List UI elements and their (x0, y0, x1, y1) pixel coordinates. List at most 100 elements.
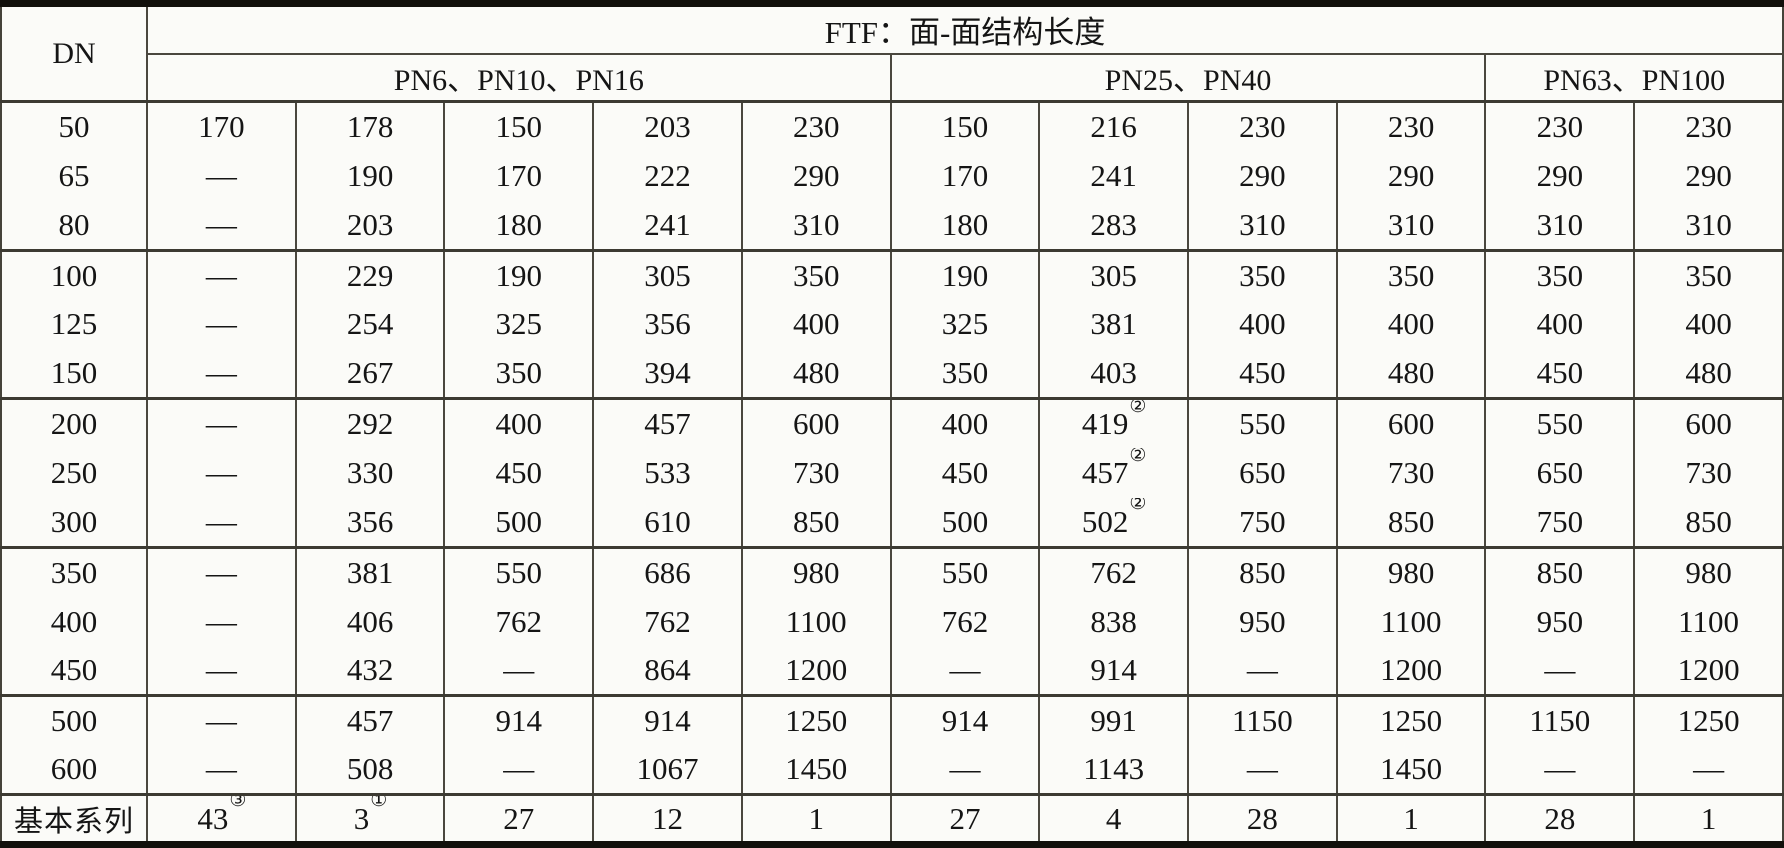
value-cell: 222 (592, 151, 742, 201)
value-cell: 762 (592, 596, 742, 647)
table-row-dn-150: 150—267 350 394 480 350 403 450 480 450 480 (1, 349, 1783, 399)
value-cell: 180 (889, 200, 1040, 251)
value-cell: 838 (1038, 596, 1189, 647)
value-cell: 180 (443, 200, 594, 251)
value-cell: 914 (592, 695, 742, 746)
value-cell: 190 (443, 250, 594, 300)
value-cell: 400 (443, 398, 594, 449)
value-cell: 864 (592, 646, 742, 696)
value-cell: 762 (889, 596, 1040, 647)
dn-cell: 125 (50, 306, 98, 342)
table-row-dn-600: 600—508—1067 1450—1143—1450— — (1, 745, 1783, 795)
value-cell: 170 (443, 151, 594, 201)
table-row-dn-250: 250—330 450 533 730 450 457② 650 730 650 730 (1, 448, 1783, 498)
value-cell: 400 (889, 398, 1040, 449)
value-cell: — (146, 349, 296, 399)
value-cell: 203 (592, 101, 742, 152)
value-cell: 267 (294, 349, 445, 399)
value-cell: 432 (294, 646, 445, 696)
series-value-cell: 1 (1633, 794, 1783, 845)
value-cell: — (889, 646, 1040, 696)
value-cell: 850 (1187, 547, 1337, 597)
value-cell: 600 (740, 398, 891, 449)
table-row-dn-450: 450—432—864 1200—914—1200—1200 (1, 646, 1783, 696)
dn-row-group-1: 50 170 178 150 203 230 150 216 230 230 230 230 65—19… (1, 101, 1783, 251)
table-row-dn-100: 100—229 190 305 350 190 305 350 350 350 350 (1, 250, 1783, 300)
value-cell: — (146, 596, 296, 647)
value-cell: — (1187, 646, 1337, 696)
dn-cell: 600 (50, 751, 98, 787)
value-cell: 850 (1484, 547, 1635, 597)
value-cell: 400 (740, 299, 891, 350)
value-cell: 457② (1038, 448, 1189, 498)
series-value-cell: 4 (1038, 794, 1189, 845)
value-cell: 403 (1038, 349, 1189, 399)
value-cell: 950 (1484, 596, 1635, 647)
value-cell: — (146, 448, 296, 498)
table-row-dn-125: 125—254 325 356 400 325 381 400 400 400 400 (1, 299, 1783, 350)
value-cell: 350 (1484, 250, 1635, 300)
value-cell: 325 (443, 299, 594, 350)
value-cell: — (1484, 646, 1635, 696)
value-cell: 480 (1335, 349, 1486, 399)
value-cell: 356 (592, 299, 742, 350)
value-cell: 450 (1484, 349, 1635, 399)
value-cell: 450 (1187, 349, 1337, 399)
value-cell: 400 (1633, 299, 1783, 350)
value-cell: 650 (1484, 448, 1635, 498)
value-cell: 419② (1038, 398, 1189, 449)
value-cell: 381 (1038, 299, 1189, 350)
value-cell: 1150 (1187, 695, 1337, 746)
value-cell: 310 (1633, 200, 1783, 251)
value-cell: — (443, 745, 594, 795)
value-cell: 500 (889, 497, 1040, 548)
value-cell: 762 (1038, 547, 1189, 597)
value-cell: 600 (1335, 398, 1486, 449)
value-cell: — (146, 250, 296, 300)
table-row-dn-300: 300—356 500 610 850 500 502② 750 850 750 850 (1, 497, 1783, 548)
value-cell: 914 (443, 695, 594, 746)
dn-cell: 150 (50, 355, 98, 391)
value-cell: 1067 (592, 745, 742, 795)
dn-cell: 500 (50, 703, 98, 739)
value-cell: 230 (1633, 101, 1783, 152)
dn-cell: 65 (58, 157, 90, 193)
series-value-cell: 12 (592, 794, 742, 845)
value-cell: 1450 (1335, 745, 1486, 795)
table-row-dn-65: 65—190 170 222 290 170 241 290 290 290 290 (1, 151, 1783, 201)
value-cell: 230 (1484, 101, 1635, 152)
value-cell: 550 (1187, 398, 1337, 449)
value-cell: 350 (1633, 250, 1783, 300)
value-cell: 216 (1038, 101, 1189, 152)
dn-cell: 300 (50, 503, 98, 539)
value-cell: 190 (294, 151, 445, 201)
table-row-dn-200: 200—292 400 457 600 400 419② 550 600 550 600 (1, 398, 1783, 449)
footnote-marker: ① (370, 794, 388, 812)
value-cell: 254 (294, 299, 445, 350)
value-cell: 170 (146, 101, 296, 152)
value-cell: 508 (294, 745, 445, 795)
series-row: 基本系列 43③ 3① 27 12 1 27 4 28 1 28 1 (1, 794, 1783, 845)
pn-group-row: PN6、PN10、PN16 PN25、PN40 PN63、PN100 (1, 53, 1783, 103)
table-header: DN FTF：面-面结构长度 PN6、PN10、PN16 PN25、PN40 P… (1, 3, 1783, 103)
series-value-cell: 27 (443, 794, 594, 845)
dn-header-cell: DN (1, 3, 148, 103)
value-cell: 533 (592, 448, 742, 498)
dn-cell: 350 (50, 554, 98, 590)
dn-cell: 450 (50, 652, 98, 688)
value-cell: 394 (592, 349, 742, 399)
value-cell: 190 (889, 250, 1040, 300)
dn-cell: 50 (58, 109, 90, 145)
value-cell: 406 (294, 596, 445, 647)
ftf-title-cell: FTF：面-面结构长度 (146, 3, 1783, 55)
value-cell: 457 (294, 695, 445, 746)
value-cell: 330 (294, 448, 445, 498)
value-cell: 203 (294, 200, 445, 251)
value-cell: — (1484, 745, 1635, 795)
footnote-marker: ③ (229, 794, 247, 812)
value-cell: 730 (1633, 448, 1783, 498)
value-cell: 480 (740, 349, 891, 399)
value-cell: 1250 (740, 695, 891, 746)
value-cell: 600 (1633, 398, 1783, 449)
